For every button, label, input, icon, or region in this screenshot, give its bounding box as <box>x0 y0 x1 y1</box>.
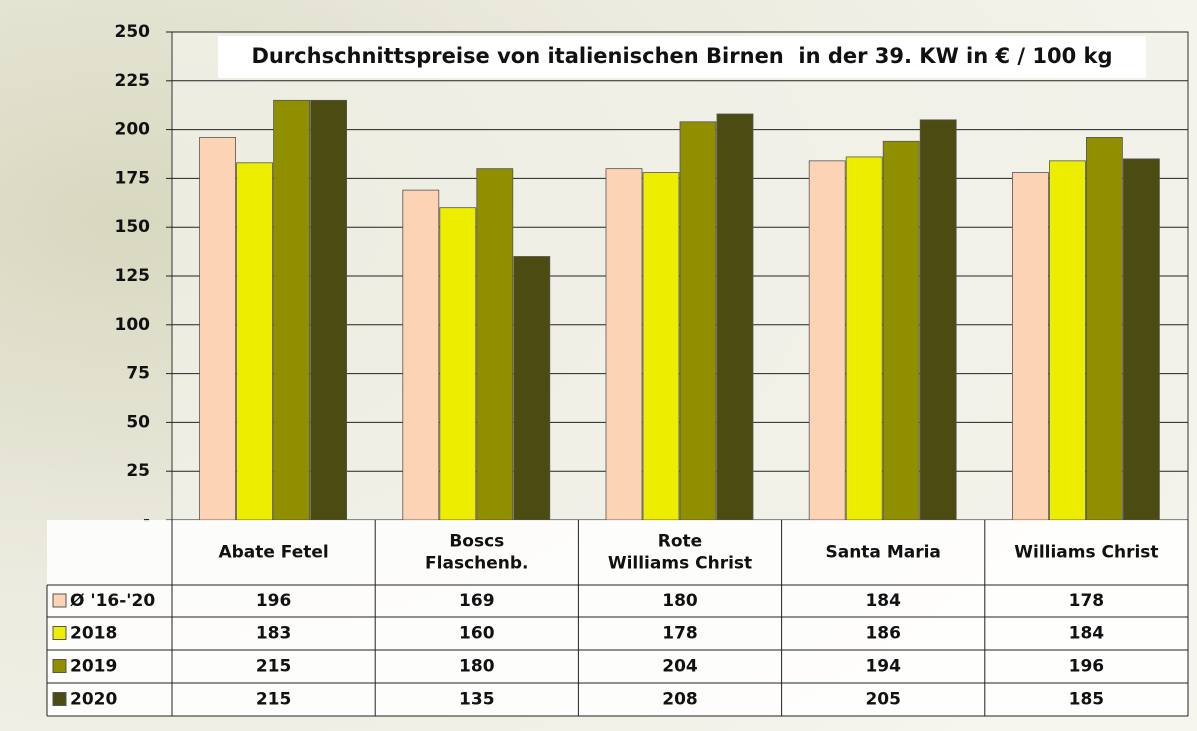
table-value: 184 <box>865 591 901 611</box>
y-tick-label: 150 <box>115 217 151 237</box>
bar <box>403 190 439 520</box>
table-value: 196 <box>1069 657 1105 677</box>
bar <box>883 141 919 520</box>
table-value: 215 <box>256 690 292 710</box>
table-value: 196 <box>256 591 292 611</box>
table-value: 169 <box>459 591 495 611</box>
legend-label: 2018 <box>70 624 117 644</box>
table-value: 135 <box>459 690 495 710</box>
bar <box>1012 173 1048 520</box>
bar <box>606 169 642 520</box>
bar <box>311 100 347 520</box>
table-value: 180 <box>459 657 495 677</box>
bar <box>1123 159 1159 520</box>
bar <box>200 137 236 520</box>
table-value: 178 <box>662 624 698 644</box>
table-value: 194 <box>865 657 901 677</box>
bar <box>274 100 310 520</box>
x-tick-label: Abate Fetel <box>218 543 328 563</box>
table-value: 205 <box>865 690 901 710</box>
bar <box>1086 137 1122 520</box>
y-tick-label: 225 <box>115 71 151 91</box>
bar <box>809 161 845 520</box>
bar <box>1049 161 1085 520</box>
y-tick-label: 175 <box>115 168 151 188</box>
bar <box>440 208 476 520</box>
y-tick-label: 75 <box>126 364 150 384</box>
legend-key <box>53 627 66 640</box>
x-tick-label: Williams Christ <box>1014 543 1158 563</box>
table-value: 160 <box>459 624 495 644</box>
table-value: 204 <box>662 657 698 677</box>
x-tick-label: Santa Maria <box>825 543 940 563</box>
table-value: 208 <box>662 690 698 710</box>
table-value: 215 <box>256 657 292 677</box>
legend-key <box>53 693 66 706</box>
bar <box>237 163 273 520</box>
legend-label: Ø '16-'20 <box>70 591 155 611</box>
table-value: 180 <box>662 591 698 611</box>
table-value: 178 <box>1069 591 1105 611</box>
chart-title: Durchschnittspreise von italienischen Bi… <box>251 44 1112 68</box>
table-value: 183 <box>256 624 292 644</box>
bar <box>680 122 716 520</box>
legend-label: 2020 <box>70 690 117 710</box>
y-tick-label: 250 <box>115 22 151 42</box>
y-tick-label: 125 <box>115 266 151 286</box>
y-tick-label: 25 <box>126 461 150 481</box>
table-value: 185 <box>1069 690 1105 710</box>
bar <box>514 256 550 520</box>
bar <box>477 169 513 520</box>
bar <box>717 114 753 520</box>
chart: Durchschnittspreise von italienischen Bi… <box>0 0 1197 731</box>
bar <box>643 173 679 520</box>
bar <box>920 120 956 520</box>
y-tick-label: 100 <box>115 315 151 335</box>
table-value: 184 <box>1069 624 1105 644</box>
legend-key <box>53 660 66 673</box>
y-tick-label: 50 <box>126 412 150 432</box>
bar <box>846 157 882 520</box>
y-tick-label: 200 <box>115 120 151 140</box>
table-value: 186 <box>865 624 901 644</box>
legend-key <box>53 594 66 607</box>
legend-label: 2019 <box>70 657 117 677</box>
